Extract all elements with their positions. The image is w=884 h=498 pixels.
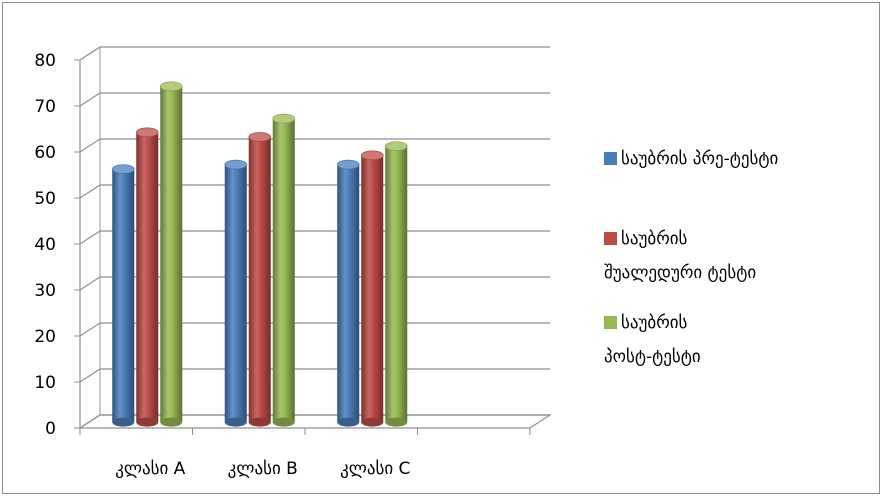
bar-bottom <box>136 417 159 427</box>
bar-body <box>136 132 159 423</box>
y-tick-label-60: 60 <box>34 143 56 163</box>
bar-კლასი C-საუბრის პრე-ტესტი <box>336 159 360 427</box>
x-category-label: კლასი C <box>340 459 410 479</box>
bar-კლასი B-საუბრის შუალედური ტესტი <box>248 132 272 427</box>
gridline-60 <box>79 138 550 153</box>
legend-label-series-2: საუბრის შუალედური ტესტი <box>604 229 757 283</box>
y-tick-label-70: 70 <box>34 97 56 117</box>
bar-body <box>337 164 360 423</box>
bar-bottom <box>385 417 408 427</box>
legend-label-series-3: საუბრის პოსტ-ტესტი <box>604 313 701 367</box>
bar-bottom <box>160 417 183 427</box>
bar-top <box>111 164 135 174</box>
bar-body <box>361 155 384 423</box>
bar-bottom <box>337 417 360 427</box>
bar-bottom <box>248 417 271 427</box>
bar-bottom <box>361 417 384 427</box>
bar-body <box>385 146 408 423</box>
bar-bottom <box>272 417 295 427</box>
bar-კლასი A-საუბრის პრე-ტესტი <box>111 164 135 427</box>
bar-კლასი C-საუბრის პოსტ-ტესტი <box>384 141 408 427</box>
y-tick-label-40: 40 <box>34 235 56 255</box>
bar-კლასი A-საუბრის პოსტ-ტესტი <box>159 81 183 427</box>
legend-item-series-3: საუბრის პოსტ-ტესტი <box>604 306 724 374</box>
legend-swatch-series-1 <box>604 152 617 165</box>
y-tick-label-0: 0 <box>45 419 56 439</box>
bar-body <box>272 118 295 423</box>
legend-swatch-series-3 <box>604 316 617 329</box>
bar-body <box>112 169 135 423</box>
bar-top <box>224 159 248 170</box>
bar-top <box>384 141 408 151</box>
bar-კლასი C-საუბრის შუალედური ტესტი <box>360 150 384 427</box>
floor <box>77 414 553 429</box>
y-tick-label-50: 50 <box>34 189 56 209</box>
bar-კლასი B-საუბრის პოსტ-ტესტი <box>272 113 296 427</box>
y-tick-label-80: 80 <box>34 51 56 71</box>
bar-body <box>160 86 183 423</box>
legend-swatch-series-2 <box>604 232 617 245</box>
bar-top <box>272 113 296 124</box>
legend-item-series-1: საუბრის პრე-ტესტი <box>604 142 874 176</box>
bar-body <box>224 164 247 423</box>
legend-label-series-1: საუბრის პრე-ტესტი <box>621 149 779 169</box>
bar-top <box>248 132 272 142</box>
bar-top <box>135 127 159 138</box>
gridline-80 <box>79 46 550 61</box>
bar-body <box>248 136 271 423</box>
gridline-70 <box>79 92 550 107</box>
legend-item-series-2: საუბრის შუალედური ტესტი <box>604 222 764 290</box>
bar-top <box>336 159 360 170</box>
bar-კლასი B-საუბრის პრე-ტესტი <box>224 159 248 427</box>
y-tick-label-30: 30 <box>34 281 56 301</box>
bar-კლასი A-საუბრის შუალედური ტესტი <box>135 127 159 427</box>
bar-top <box>360 150 384 161</box>
x-category-label: კლასი A <box>115 459 185 479</box>
y-tick-label-20: 20 <box>34 327 56 347</box>
bar-top <box>159 81 183 92</box>
y-tick-label-10: 10 <box>34 373 56 393</box>
x-category-label: კლასი B <box>228 459 298 479</box>
bar-bottom <box>224 417 247 427</box>
bar-bottom <box>112 417 135 427</box>
